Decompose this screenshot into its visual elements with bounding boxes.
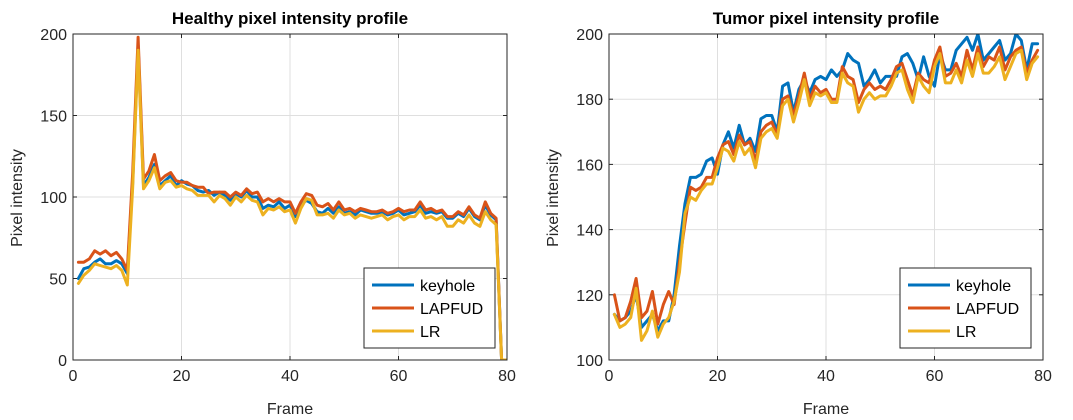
chart-title: Healthy pixel intensity profile [172, 9, 408, 28]
series-group [612, 34, 1040, 342]
x-tick-label: 80 [1034, 368, 1052, 385]
x-axis-label: Frame [803, 401, 849, 418]
legend: keyhole LAPFUD LR [899, 267, 1032, 349]
x-tick-label: 20 [709, 368, 727, 385]
legend-label: LR [420, 324, 440, 341]
x-tick-label: 60 [390, 368, 408, 385]
legend-label: keyhole [956, 278, 1011, 295]
x-tick-label: 0 [69, 368, 78, 385]
legend-label: keyhole [420, 278, 475, 295]
chart-title: Tumor pixel intensity profile [713, 9, 939, 28]
y-tick-label: 140 [576, 223, 603, 240]
healthy-chart: Healthy pixel intensity profile Frame Pi… [9, 9, 516, 418]
y-tick-label: 100 [576, 353, 603, 370]
legend-label: LAPFUD [420, 301, 483, 318]
x-tick-label: 80 [498, 368, 516, 385]
y-tick-label: 120 [576, 288, 603, 305]
y-tick-label: 180 [576, 92, 603, 109]
y-tick-label: 150 [40, 109, 67, 126]
y-tick-label: 160 [576, 157, 603, 174]
y-tick-label: 100 [40, 190, 67, 207]
series-line-keyhole [612, 34, 1040, 333]
x-axis-label: Frame [267, 401, 313, 418]
ticks: 0 20 40 60 80 100 120 140 160 180 200 [576, 27, 1052, 385]
x-tick-label: 40 [281, 368, 299, 385]
series-line-lr [76, 48, 507, 360]
ticks: 0 20 40 60 80 0 50 100 150 200 [40, 27, 516, 385]
legend-label: LAPFUD [956, 301, 1019, 318]
y-tick-label: 50 [49, 272, 67, 289]
legend: keyhole LAPFUD LR [363, 267, 496, 349]
legend-label: LR [956, 324, 976, 341]
series-line-lapfud [76, 35, 507, 360]
series-group [76, 35, 507, 360]
y-axis-label: Pixel intensity [545, 149, 562, 247]
y-tick-label: 0 [58, 353, 67, 370]
y-tick-label: 200 [40, 27, 67, 44]
y-axis-label: Pixel intensity [9, 149, 26, 247]
tumor-chart: Tumor pixel intensity profile Frame Pixe… [545, 9, 1052, 418]
x-tick-label: 0 [605, 368, 614, 385]
x-tick-label: 40 [817, 368, 835, 385]
y-tick-label: 200 [576, 27, 603, 44]
x-tick-label: 20 [173, 368, 191, 385]
x-tick-label: 60 [926, 368, 944, 385]
series-line-lr [612, 48, 1040, 342]
